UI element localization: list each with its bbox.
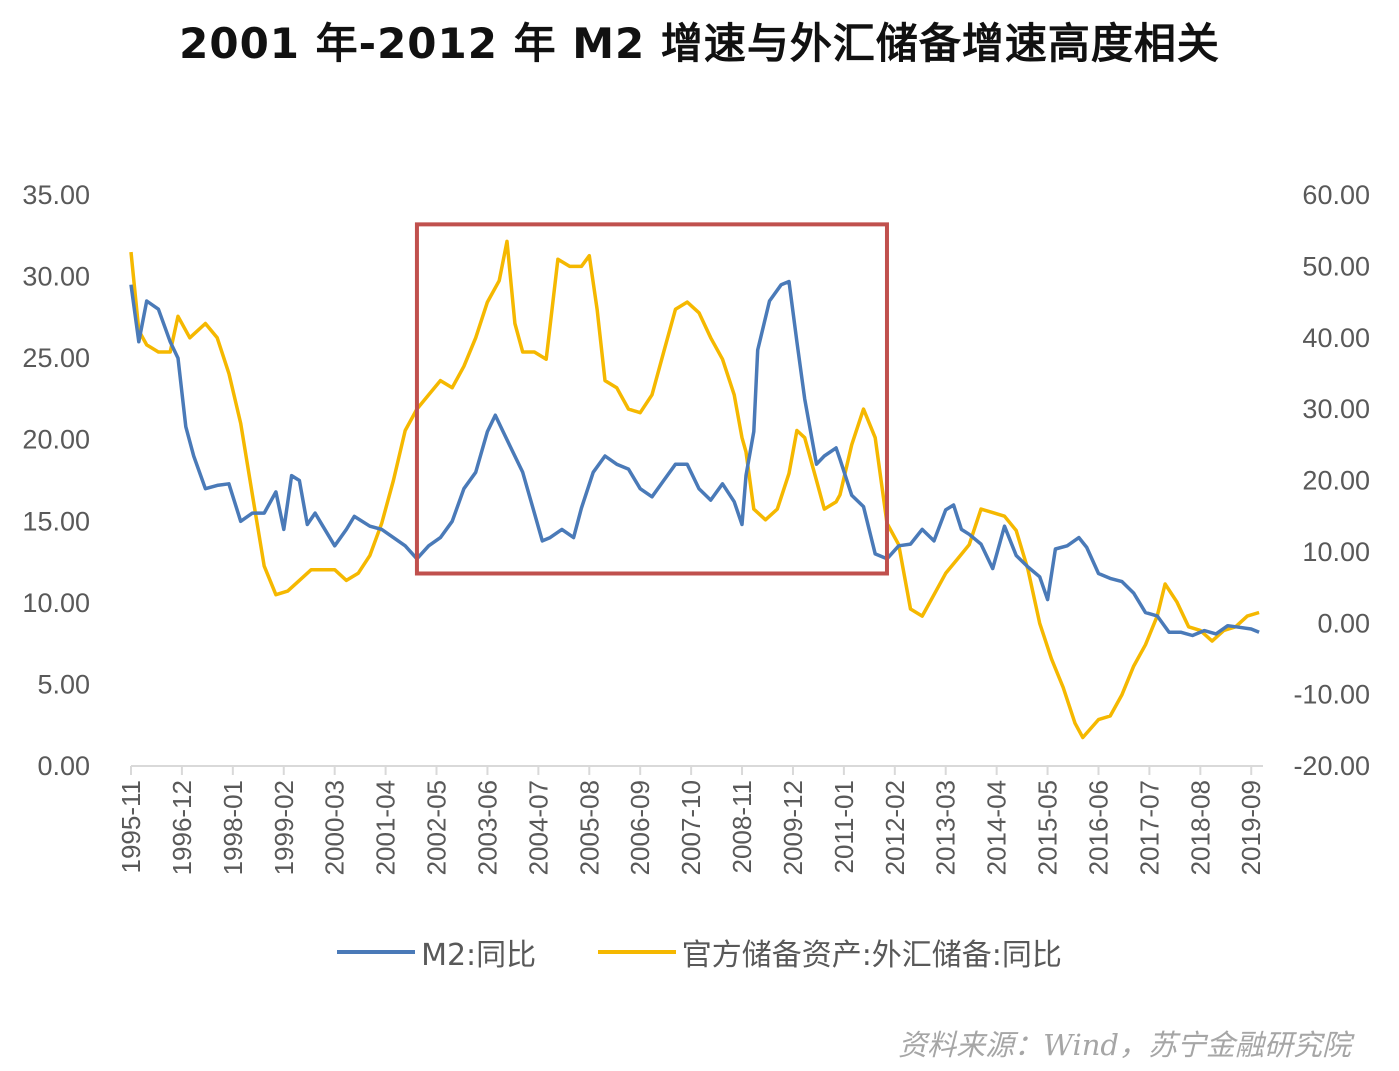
- series-line-m2: [129, 279, 1260, 638]
- x-tick-label: 2005-08: [574, 780, 604, 875]
- left-y-tick-label: 35.00: [22, 180, 90, 210]
- x-tick-label: 2002-05: [422, 780, 452, 875]
- x-tick-label: 2007-10: [676, 780, 706, 875]
- legend-item-m2: M2:同比: [337, 930, 536, 974]
- highlight-box: [414, 222, 889, 576]
- left-y-tick-label: 5.00: [37, 669, 90, 699]
- legend-label-fx: 官方储备资产:外汇储备:同比: [681, 938, 1062, 973]
- right-y-tick-label: -10.00: [1293, 680, 1370, 710]
- left-y-tick-label: 10.00: [22, 588, 90, 618]
- legend-label-m2: M2:同比: [421, 938, 537, 973]
- x-tick-label: 1996-12: [167, 780, 197, 875]
- left-y-tick-label: 25.00: [22, 343, 90, 373]
- left-y-tick-label: 0.00: [37, 751, 90, 781]
- series-lines: [129, 239, 1260, 740]
- x-tick-label: 2004-07: [523, 780, 553, 875]
- x-tick-label: 2006-09: [625, 780, 655, 875]
- left-y-tick-label: 20.00: [22, 425, 90, 455]
- x-tick-label: 2013-03: [931, 780, 961, 875]
- x-tick-label: 2018-08: [1185, 780, 1215, 875]
- series-line-fx-reserve: [129, 239, 1260, 740]
- x-tick-label: 2019-09: [1236, 780, 1266, 875]
- legend: M2:同比 官方储备资产:外汇储备:同比: [0, 930, 1399, 974]
- x-tick-label: 1995-11: [116, 780, 146, 874]
- x-tick-label: 1998-01: [218, 780, 248, 875]
- x-tick-label: 2017-07: [1134, 780, 1164, 875]
- left-y-axis-ticks: 0.00 5.00 10.00 15.00 20.00 25.00 30.00 35.00: [22, 180, 90, 781]
- left-y-tick-label: 15.00: [22, 506, 90, 536]
- right-y-tick-label: 40.00: [1302, 323, 1370, 353]
- x-tick-label: 2000-03: [320, 780, 350, 875]
- chart-title: 2001 年-2012 年 M2 增速与外汇储备增速高度相关: [179, 19, 1220, 68]
- right-y-tick-label: 10.00: [1302, 537, 1370, 567]
- x-tick-label: 2016-06: [1083, 780, 1113, 875]
- x-tick-label: 2014-04: [982, 780, 1012, 875]
- x-tick-label: 2009-12: [778, 780, 808, 875]
- legend-swatch-m2: [337, 950, 416, 954]
- x-tick-label: 2015-05: [1033, 780, 1063, 875]
- source-note: 资料来源：Wind，苏宁金融研究院: [898, 1028, 1351, 1062]
- legend-swatch-fx: [597, 950, 676, 954]
- left-y-tick-label: 30.00: [22, 262, 90, 292]
- right-y-axis-ticks: -20.00 -10.00 0.00 10.00 20.00 30.00 40.00 50.0…: [1293, 180, 1370, 781]
- x-tick-label: 2003-06: [472, 780, 502, 875]
- right-y-tick-label: 30.00: [1302, 394, 1370, 424]
- right-y-tick-label: -20.00: [1293, 751, 1370, 781]
- right-y-tick-label: 20.00: [1302, 466, 1370, 496]
- x-tick-label: 1999-02: [269, 780, 299, 875]
- x-tick-label: 2012-02: [880, 780, 910, 875]
- right-y-tick-label: 60.00: [1302, 180, 1370, 210]
- line-chart: 0.00 5.00 10.00 15.00 20.00 25.00 30.00 35.00 -…: [22, 180, 1370, 875]
- x-tick-label: 2008-11: [727, 780, 757, 874]
- x-tick-label: 2011-01: [829, 780, 859, 874]
- legend-item-fx: 官方储备资产:外汇储备:同比: [597, 930, 1062, 974]
- right-y-tick-label: 0.00: [1317, 608, 1370, 638]
- x-tick-label: 2001-04: [371, 780, 401, 875]
- right-y-tick-label: 50.00: [1302, 251, 1370, 281]
- x-axis-ticks: 1995-11 1996-12 1998-01 1999-02 2000-03 2001-…: [116, 766, 1266, 875]
